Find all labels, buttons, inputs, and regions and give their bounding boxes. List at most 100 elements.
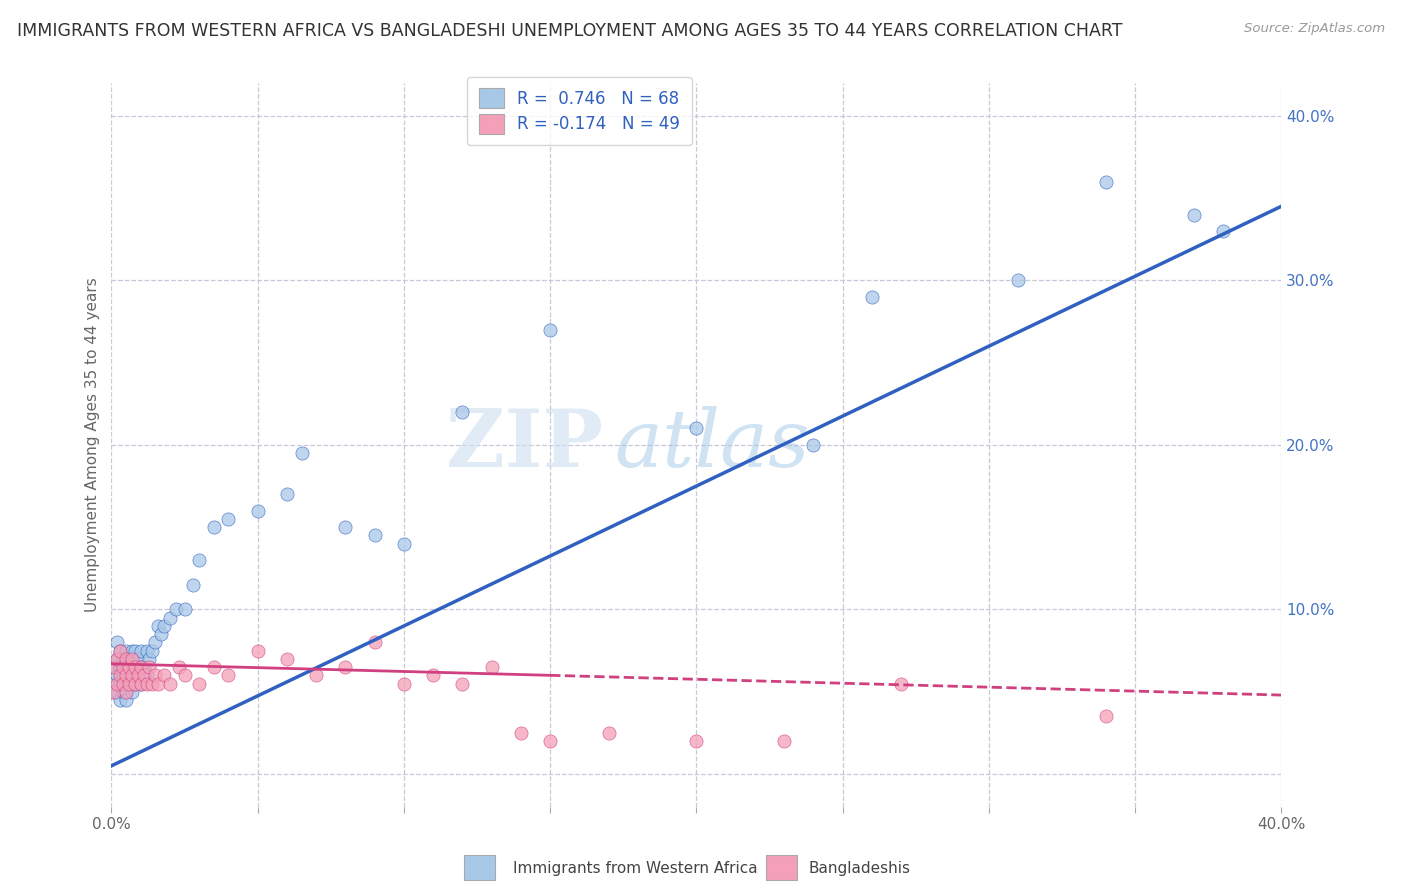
Point [246,504,269,518]
Point [150,627,173,641]
Point [141,643,163,657]
Point [105,652,128,666]
Point [118,652,141,666]
Point [773,734,796,748]
Point [103,660,125,674]
Point [121,668,143,682]
Point [129,676,152,690]
Point [108,668,131,682]
Point [335,520,357,534]
Point [202,520,225,534]
Text: Bangladeshis: Bangladeshis [808,861,911,876]
Point [509,726,531,740]
Point [217,668,239,682]
Point [685,734,707,748]
Point [335,660,357,674]
Point [112,652,135,666]
Point [135,643,157,657]
Point [451,676,474,690]
Point [115,685,138,699]
Y-axis label: Unemployment Among Ages 35 to 44 years: Unemployment Among Ages 35 to 44 years [86,277,100,612]
Point [127,652,149,666]
Point [538,734,561,748]
Point [290,446,312,460]
Point [103,685,125,699]
Point [121,652,143,666]
Point [1007,273,1029,287]
Point [127,668,149,682]
Text: Source: ZipAtlas.com: Source: ZipAtlas.com [1244,22,1385,36]
Point [118,660,141,674]
Point [132,660,155,674]
Point [1095,709,1118,723]
Point [422,668,444,682]
Point [103,685,125,699]
Point [1182,207,1205,221]
Point [108,643,131,657]
Point [153,619,176,633]
Point [363,528,385,542]
Point [141,676,163,690]
Point [108,660,131,674]
Point [129,660,152,674]
Point [890,676,912,690]
Point [121,652,143,666]
Point [148,619,170,633]
Point [115,668,138,682]
Point [108,660,131,674]
Point [392,676,415,690]
Point [1212,224,1234,238]
Legend: R =  0.746   N = 68, R = -0.174   N = 49: R = 0.746 N = 68, R = -0.174 N = 49 [467,77,692,145]
Point [167,660,190,674]
Point [103,676,125,690]
Point [159,676,181,690]
Point [105,652,128,666]
Point [159,611,181,625]
Point [1095,175,1118,189]
Point [188,676,211,690]
Point [129,676,152,690]
Point [105,668,128,682]
Point [118,676,141,690]
Point [217,512,239,526]
Point [112,685,135,699]
Point [165,602,187,616]
Point [135,676,157,690]
Point [124,643,146,657]
Point [124,660,146,674]
Point [685,421,707,435]
Point [598,726,620,740]
Point [115,643,138,657]
Point [124,660,146,674]
Point [108,643,131,657]
Point [103,660,125,674]
Point [143,668,166,682]
Point [118,660,141,674]
Point [860,290,883,304]
Point [153,668,176,682]
Point [132,668,155,682]
Point [118,676,141,690]
Point [112,668,135,682]
Point [121,685,143,699]
Point [112,668,135,682]
Point [143,635,166,649]
Point [115,676,138,690]
Point [538,323,561,337]
Point [105,635,128,649]
Point [803,438,825,452]
Point [148,676,170,690]
Point [173,668,195,682]
Point [481,660,503,674]
Point [105,685,128,699]
Point [105,676,128,690]
Point [138,660,160,674]
Text: ZIP: ZIP [446,406,603,484]
Text: IMMIGRANTS FROM WESTERN AFRICA VS BANGLADESHI UNEMPLOYMENT AMONG AGES 35 TO 44 Y: IMMIGRANTS FROM WESTERN AFRICA VS BANGLA… [17,22,1122,40]
Point [138,652,160,666]
Point [108,693,131,707]
Point [121,643,143,657]
Point [115,685,138,699]
Point [121,668,143,682]
Point [124,676,146,690]
